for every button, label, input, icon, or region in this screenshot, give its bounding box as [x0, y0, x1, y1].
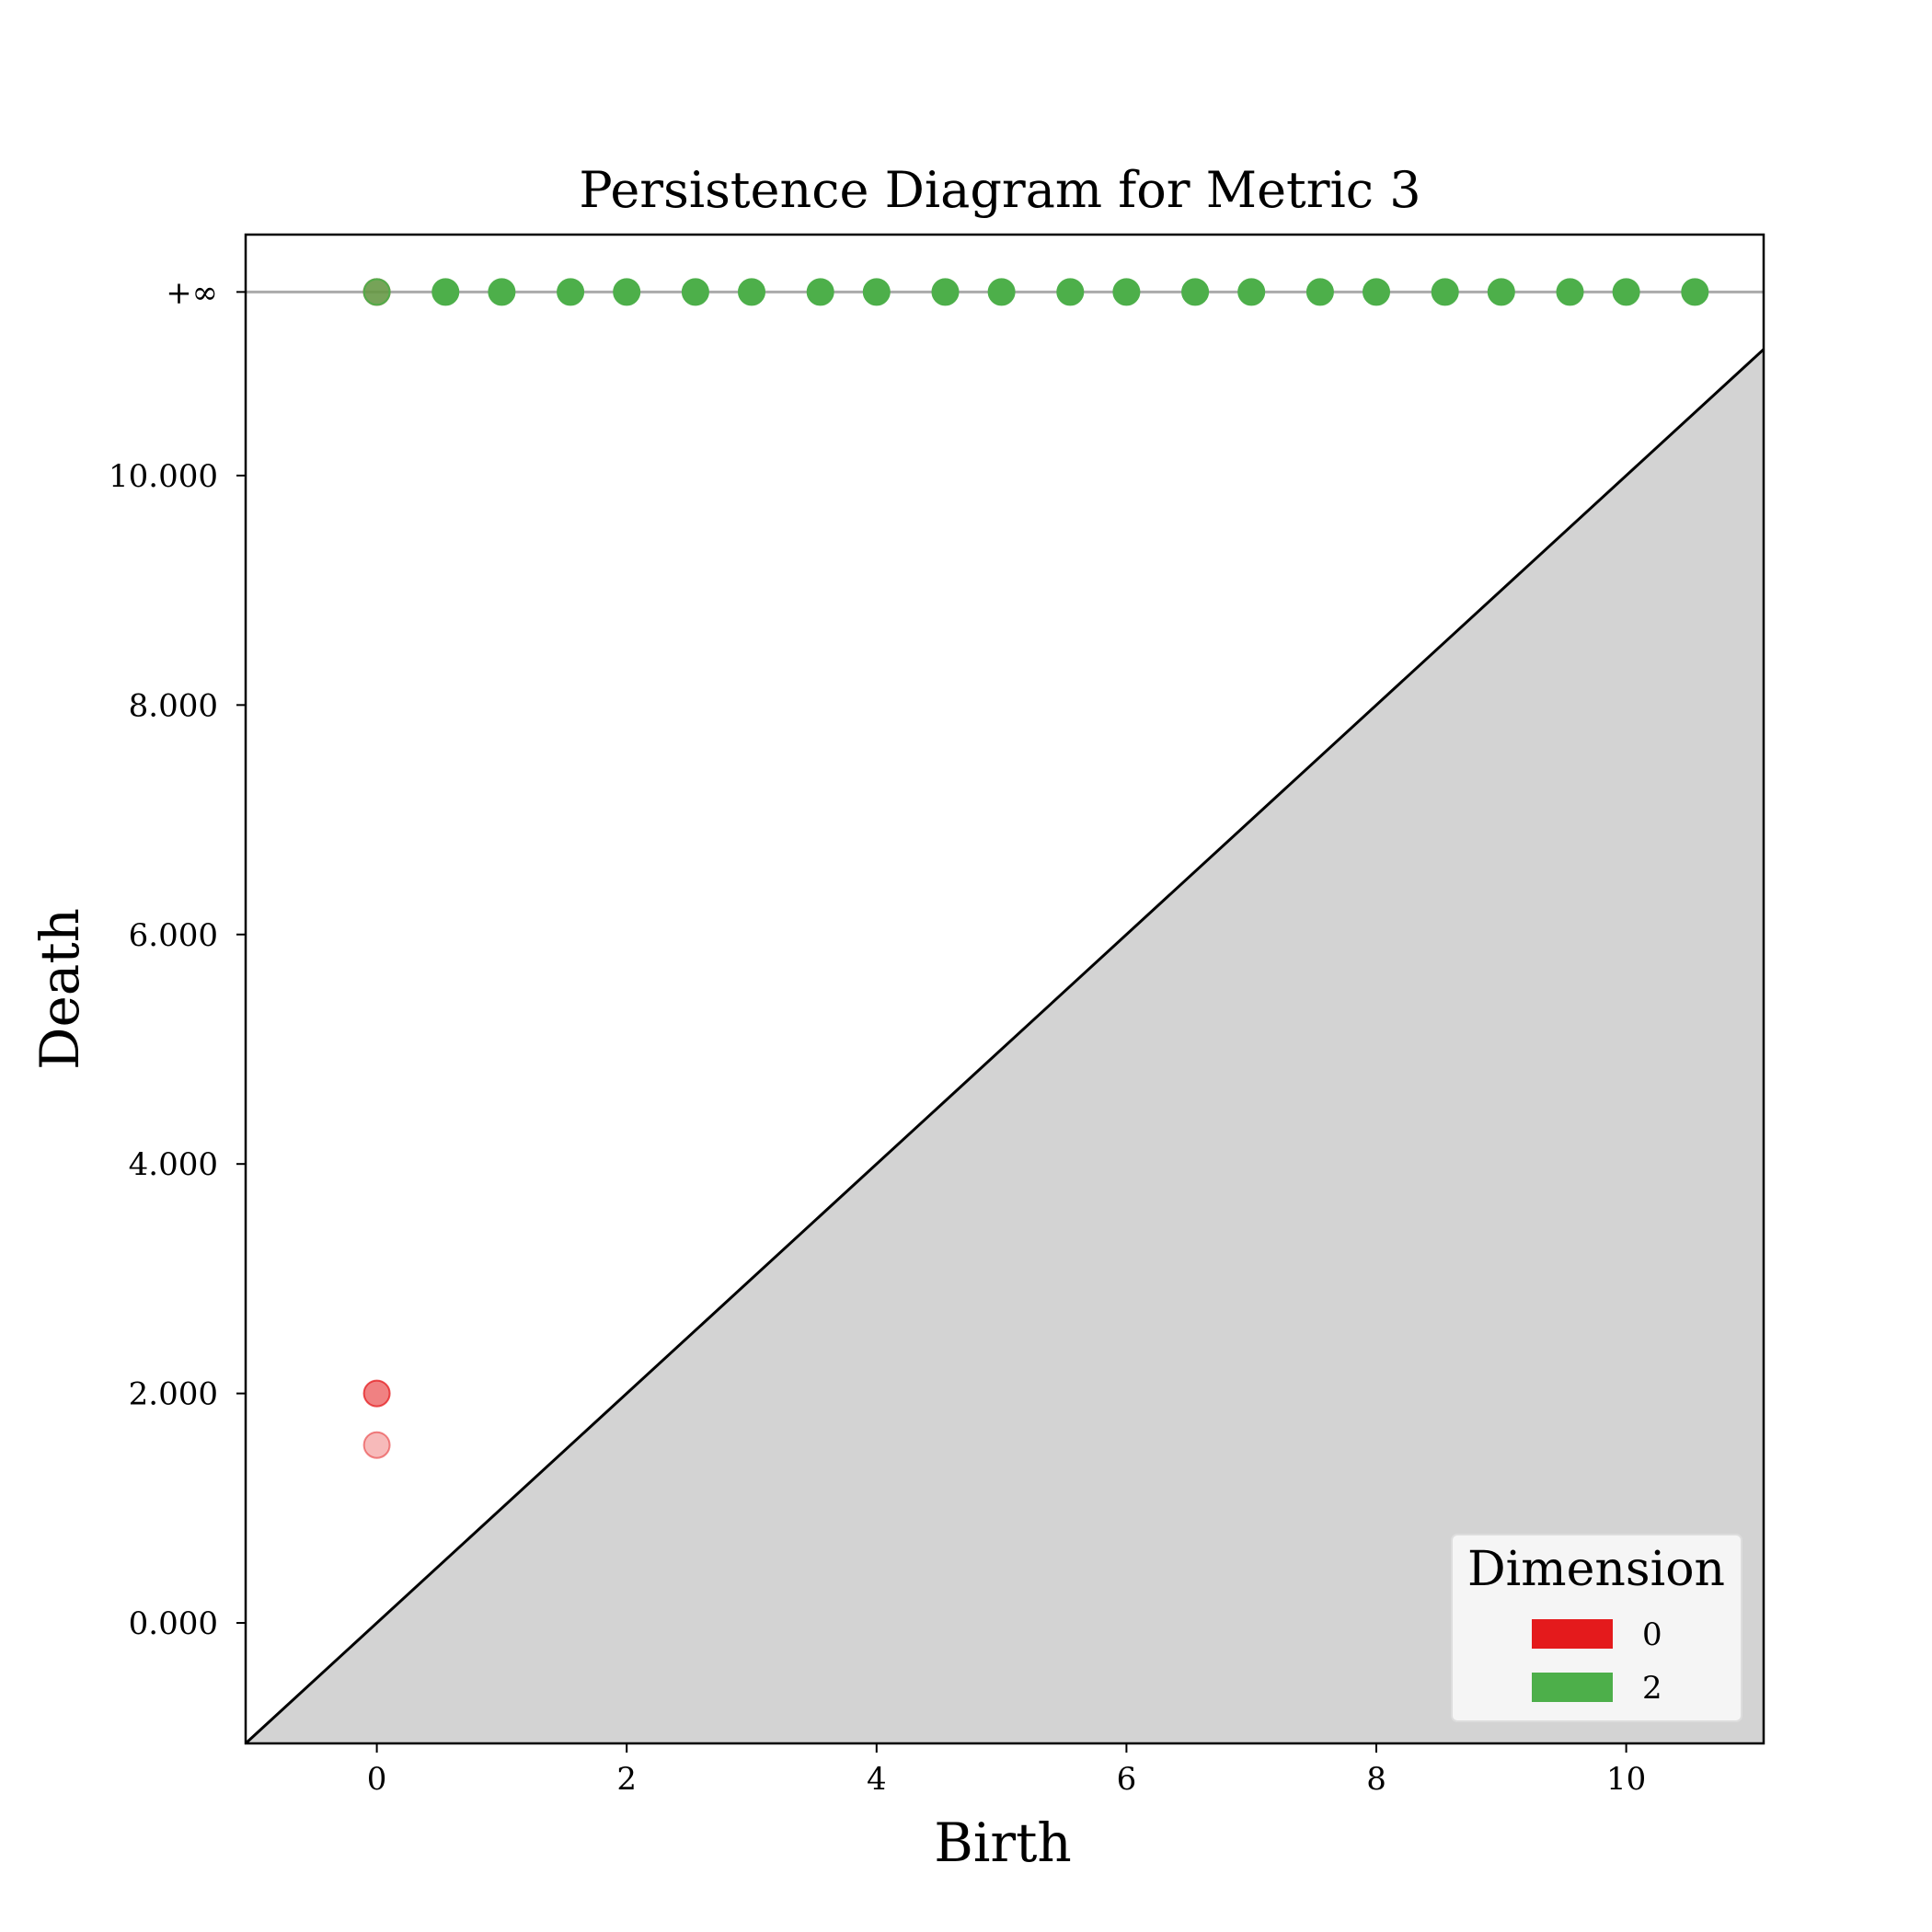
y-tick-label-4.000: 4.000: [129, 1146, 218, 1183]
y-tick-label-10.000: 10.000: [109, 458, 218, 495]
point-dim2-5: [681, 278, 709, 306]
y-axis-ticks: 0.000 2.000 4.000 6.000 8.000 10.000 +∞: [109, 274, 246, 1642]
y-tick-label-2.000: 2.000: [129, 1376, 218, 1413]
point-dim2-20: [1612, 278, 1640, 306]
x-axis-label: Birth: [934, 1811, 1072, 1874]
point-dim2-6: [738, 278, 765, 306]
point-dim2-10: [987, 278, 1016, 306]
points-layer: [362, 278, 1709, 1459]
point-dim0-1: [362, 1431, 391, 1459]
x-axis-ticks: 0 2 4 6 8 10: [367, 1743, 1646, 1798]
point-dim2-1: [431, 278, 460, 306]
point-dim2-9: [931, 278, 960, 306]
x-tick-label-4: 4: [867, 1761, 887, 1798]
point-dim2-13: [1181, 278, 1210, 306]
point-dim2-21: [1681, 278, 1709, 306]
point-dim2-16: [1363, 278, 1391, 306]
legend-label-0: 0: [1642, 1616, 1662, 1653]
legend-swatch-2: [1532, 1673, 1613, 1702]
point-dim2-15: [1305, 278, 1334, 306]
y-tick-label-8.000: 8.000: [129, 687, 218, 724]
point-dim2-11: [1056, 278, 1085, 306]
point-dim2-14: [1237, 278, 1266, 306]
plot-frame: [244, 233, 1765, 1745]
x-tick-label-2: 2: [616, 1761, 637, 1798]
point-dim2-18: [1487, 278, 1515, 306]
x-tick-label-8: 8: [1366, 1761, 1386, 1798]
chart-title: Persistence Diagram for Metric 3: [579, 161, 1420, 219]
point-dim2-12: [1112, 278, 1141, 306]
point-dim2-7: [806, 278, 834, 306]
plot-area: [244, 233, 1765, 1745]
legend-label-2: 2: [1642, 1670, 1662, 1707]
point-dim2-8: [862, 278, 891, 306]
y-tick-label-6.000: 6.000: [129, 917, 218, 954]
y-tick-label-0.000: 0.000: [129, 1605, 218, 1642]
legend-swatch-0: [1532, 1619, 1613, 1649]
y-tick-label-infinity: +∞: [166, 274, 218, 311]
x-tick-label-0: 0: [367, 1761, 387, 1798]
point-dim2-19: [1556, 278, 1584, 306]
legend-title: Dimension: [1467, 1542, 1725, 1597]
point-dim2-4: [613, 278, 641, 306]
x-tick-label-6: 6: [1117, 1761, 1137, 1798]
point-dim2-0: [362, 278, 391, 306]
point-dim0-0: [362, 1379, 391, 1408]
point-dim2-17: [1431, 278, 1459, 306]
diagonal-line: [244, 348, 1765, 1745]
point-dim2-3: [557, 278, 585, 306]
y-axis-label: Death: [29, 908, 91, 1070]
x-tick-label-10: 10: [1606, 1761, 1646, 1798]
legend: Dimension 0 2: [1451, 1534, 1742, 1722]
point-dim2-2: [488, 278, 516, 306]
